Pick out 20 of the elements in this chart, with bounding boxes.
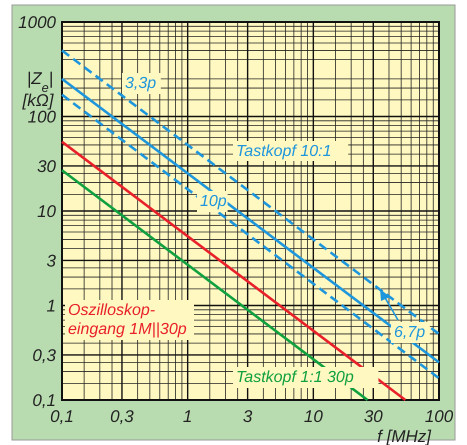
x-tick-label: 3 — [242, 407, 253, 426]
y-tick-label: 0,3 — [32, 346, 57, 365]
x-tick-label: 1 — [182, 407, 192, 426]
series-label: 10p — [200, 193, 227, 210]
annotation: Tastkopf 10:1 — [236, 143, 332, 160]
y-tick-label: 3 — [46, 251, 57, 270]
x-tick-label: 100 — [424, 407, 454, 426]
text: Oszilloskop- eingang 1M||30p — [68, 302, 187, 338]
series-label: Tastkopf 1:1 30p — [236, 369, 354, 386]
y-axis-title: |Z$_{e}$| [kΩ] — [22, 69, 55, 110]
y-tick-label: 10 — [37, 202, 57, 221]
legend-label: 6,7p — [394, 324, 426, 341]
x-tick-label: 0,3 — [110, 407, 134, 426]
y-tick-label: 1000 — [18, 13, 57, 32]
x-tick-label: 10 — [304, 407, 324, 426]
y-tick-label: 0,1 — [32, 391, 56, 410]
y-tick-label: 1 — [46, 296, 56, 316]
y-tick-label: 30 — [37, 156, 57, 176]
series-label: 3,3p — [125, 75, 156, 92]
x-tick-label: 30 — [364, 407, 384, 426]
